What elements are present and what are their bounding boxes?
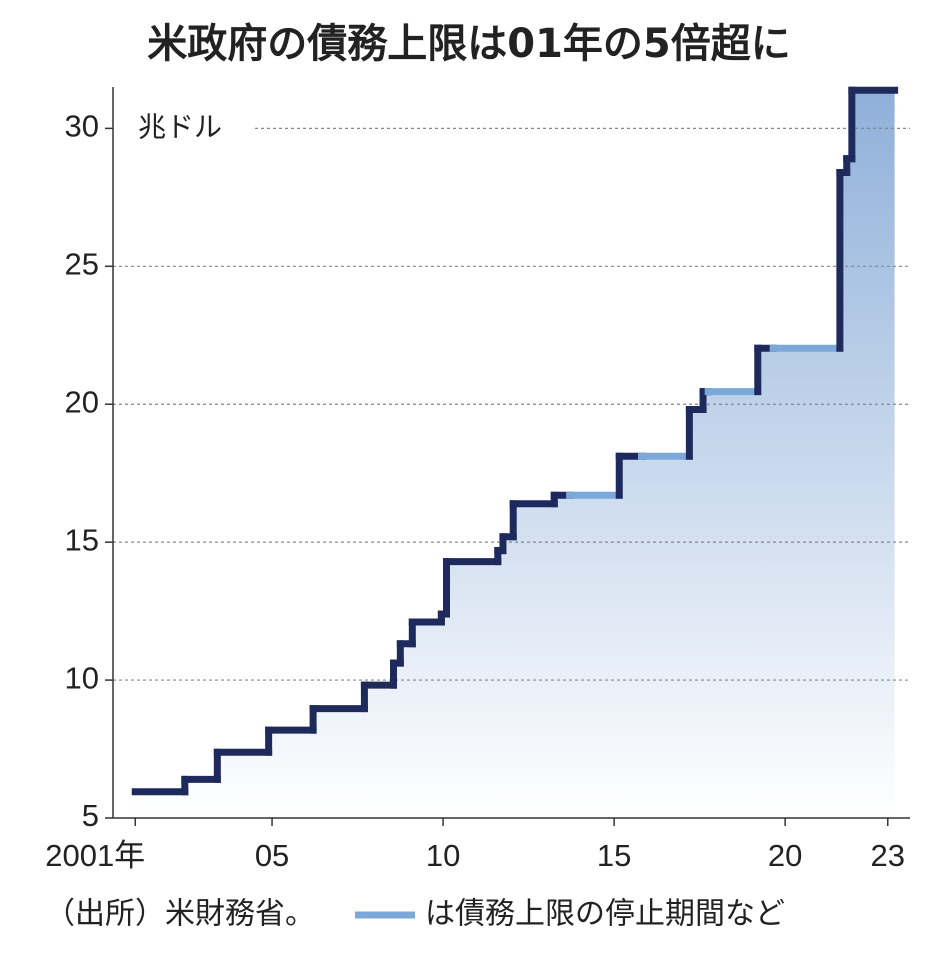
x-tick-label: 23 [871,838,905,873]
y-tick-label: 15 [65,522,99,557]
x-tick-label: 2001年 [45,838,145,873]
y-unit: 兆ドル [138,110,222,143]
source-note: （出所）米財務省。 [45,897,315,932]
area-fill [135,90,895,819]
y-tick-label: 30 [65,109,99,144]
x-tick-label: 05 [255,838,289,873]
y-tick-label: 5 [82,798,99,833]
y-tick-label: 10 [65,660,99,695]
y-tick-label: 25 [65,246,99,281]
chart-title: 米政府の債務上限は01年の5倍超に [147,21,791,67]
x-tick-label: 15 [597,838,631,873]
x-tick-label: 10 [426,838,460,873]
x-tick-label: 20 [768,838,802,873]
y-tick-label: 20 [65,384,99,419]
legend-label: は債務上限の停止期間など [425,897,785,932]
